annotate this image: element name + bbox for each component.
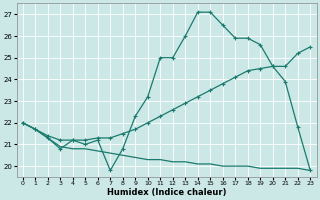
X-axis label: Humidex (Indice chaleur): Humidex (Indice chaleur) bbox=[107, 188, 226, 197]
